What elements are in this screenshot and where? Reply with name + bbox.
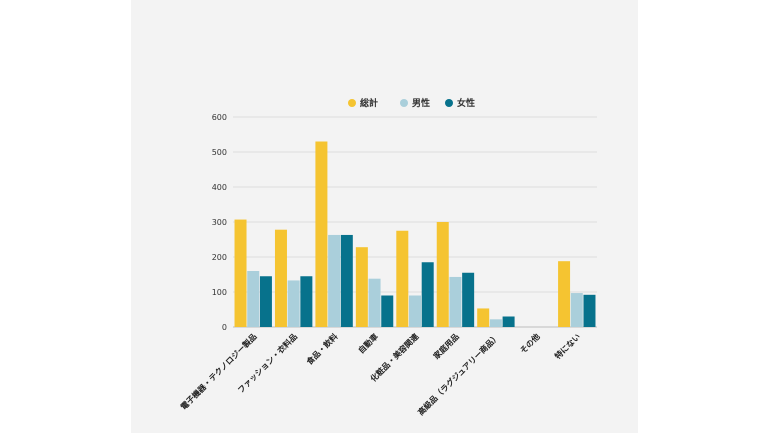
bar — [421, 262, 434, 327]
y-tick-label: 600 — [212, 113, 227, 122]
legend-label: 総計 — [360, 97, 378, 109]
x-tick-label: 食品・飲料 — [304, 331, 339, 366]
bar — [502, 316, 515, 327]
y-tick-label: 400 — [212, 183, 227, 192]
bar — [274, 229, 287, 327]
bars — [234, 141, 596, 327]
x-tick-label: 家庭用品 — [431, 331, 461, 361]
x-tick-label: 特にない — [552, 331, 582, 361]
bar — [234, 219, 247, 327]
bar — [247, 271, 260, 327]
legend-label: 男性 — [412, 97, 430, 109]
bar — [328, 234, 341, 327]
x-tick-label: 電子機器・テクノロジー製品 — [178, 331, 258, 411]
bar — [462, 272, 475, 327]
legend-label: 女性 — [457, 97, 475, 109]
legend-swatch — [400, 99, 408, 107]
bar — [583, 294, 596, 327]
bar — [381, 295, 394, 327]
bar — [259, 276, 272, 327]
x-tick-label: その他 — [518, 331, 542, 355]
bar — [558, 261, 571, 327]
bar — [409, 295, 421, 327]
bar — [340, 234, 353, 327]
y-axis: 0 100 200 300 400 500 600 — [212, 113, 227, 332]
y-tick-label: 300 — [212, 218, 227, 227]
bar — [396, 230, 409, 327]
y-tick-label: 100 — [212, 288, 227, 297]
bar — [287, 280, 300, 327]
bar — [368, 278, 381, 327]
bar — [300, 276, 313, 327]
bar — [315, 141, 328, 327]
bar — [436, 222, 449, 327]
chart-panel — [131, 0, 638, 433]
y-tick-label: 500 — [212, 148, 227, 157]
legend-swatch — [445, 99, 453, 107]
bar — [477, 308, 490, 327]
bar — [355, 247, 368, 327]
x-axis: 電子機器・テクノロジー製品ファッション・衣料品 食品・飲料 自動車化粧品・美容関連家… — [178, 331, 582, 417]
x-tick-label: 自動車 — [356, 331, 380, 355]
y-tick-label: 200 — [212, 253, 227, 262]
bar — [449, 276, 462, 327]
y-tick-label: 0 — [222, 323, 227, 332]
legend: 総計 男性 女性 — [348, 97, 475, 109]
legend-swatch — [348, 99, 356, 107]
x-tick-label: 高級品（ラグジュアリー商品） — [416, 331, 502, 417]
bar — [570, 293, 583, 327]
bar — [489, 319, 502, 327]
